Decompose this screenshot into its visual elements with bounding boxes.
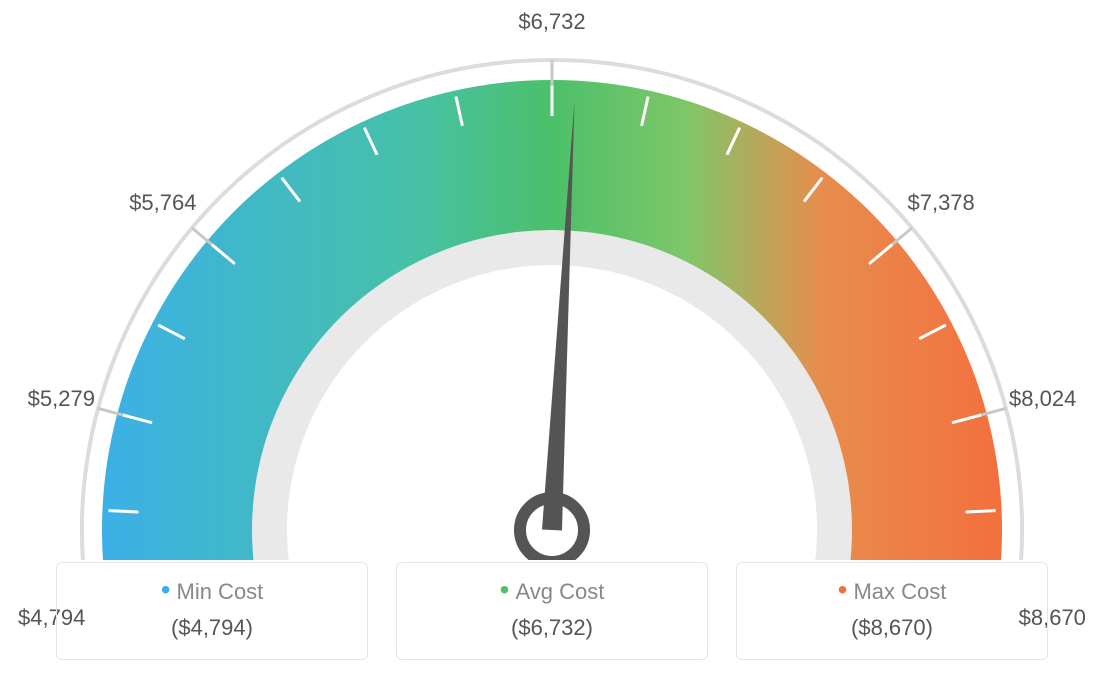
legend-bullet-avg: • [500,579,510,601]
legend-row: • Min Cost ($4,794) • Avg Cost ($6,732) … [0,562,1104,660]
legend-title-min: • Min Cost [161,579,264,605]
legend-label-max: Max Cost [853,579,946,605]
legend-card-avg: • Avg Cost ($6,732) [396,562,708,660]
legend-card-min: • Min Cost ($4,794) [56,562,368,660]
gauge-tick-label: $8,024 [1009,386,1076,412]
gauge-tick-label: $5,764 [129,190,196,216]
cost-gauge-widget: $4,794$5,279$5,764$6,732$7,378$8,024$8,6… [0,0,1104,690]
legend-label-avg: Avg Cost [515,579,604,605]
legend-bullet-max: • [838,579,848,601]
legend-label-min: Min Cost [177,579,264,605]
gauge-tick-label: $5,279 [28,386,95,412]
legend-value-avg: ($6,732) [397,615,707,641]
gauge-tick-label: $6,732 [518,9,585,35]
legend-value-max: ($8,670) [737,615,1047,641]
legend-title-avg: • Avg Cost [500,579,605,605]
legend-bullet-min: • [161,579,171,601]
gauge-chart: $4,794$5,279$5,764$6,732$7,378$8,024$8,6… [0,0,1104,550]
legend-value-min: ($4,794) [57,615,367,641]
legend-title-max: • Max Cost [838,579,947,605]
gauge-tick-label: $7,378 [907,190,974,216]
legend-card-max: • Max Cost ($8,670) [736,562,1048,660]
